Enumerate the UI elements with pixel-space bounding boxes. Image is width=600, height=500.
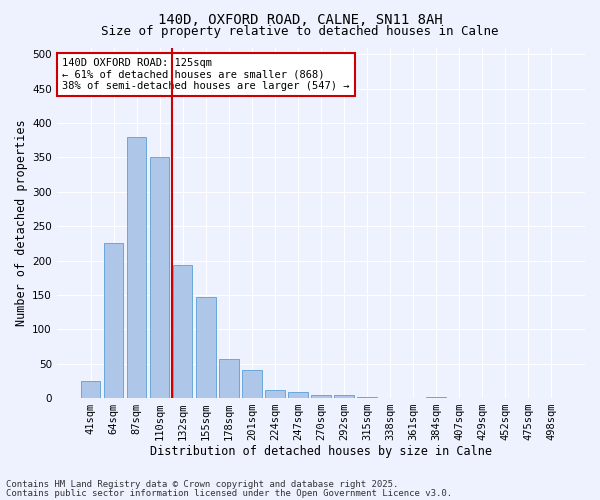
- Text: 140D, OXFORD ROAD, CALNE, SN11 8AH: 140D, OXFORD ROAD, CALNE, SN11 8AH: [158, 12, 442, 26]
- Bar: [104, 244, 124, 398]
- Bar: [219, 359, 239, 398]
- Bar: [127, 137, 146, 398]
- Bar: [150, 158, 169, 398]
- Y-axis label: Number of detached properties: Number of detached properties: [15, 120, 28, 326]
- Text: Size of property relative to detached houses in Calne: Size of property relative to detached ho…: [101, 25, 499, 38]
- Bar: [196, 297, 215, 398]
- Text: Contains public sector information licensed under the Open Government Licence v3: Contains public sector information licen…: [6, 489, 452, 498]
- Bar: [242, 370, 262, 398]
- Bar: [173, 266, 193, 398]
- Text: 140D OXFORD ROAD: 125sqm
← 61% of detached houses are smaller (868)
38% of semi-: 140D OXFORD ROAD: 125sqm ← 61% of detach…: [62, 58, 350, 91]
- Bar: [334, 395, 354, 398]
- Bar: [81, 381, 100, 398]
- Text: Contains HM Land Registry data © Crown copyright and database right 2025.: Contains HM Land Registry data © Crown c…: [6, 480, 398, 489]
- Bar: [265, 390, 284, 398]
- Bar: [311, 394, 331, 398]
- X-axis label: Distribution of detached houses by size in Calne: Distribution of detached houses by size …: [150, 444, 492, 458]
- Bar: [288, 392, 308, 398]
